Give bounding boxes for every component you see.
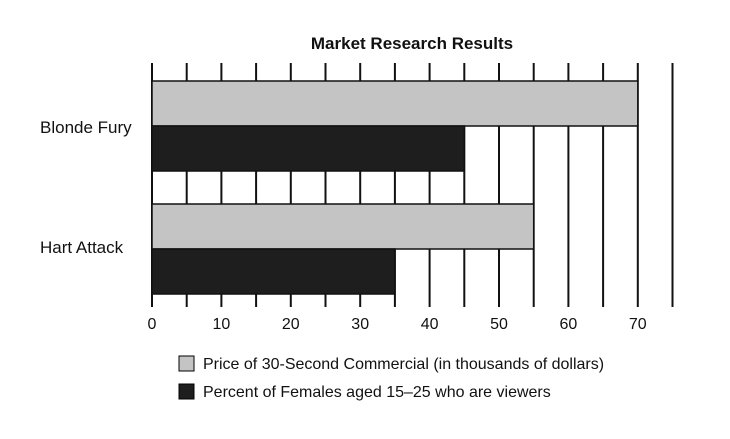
x-tick-label-30: 30 bbox=[351, 316, 369, 333]
category-label-blonde-fury: Blonde Fury bbox=[40, 118, 132, 137]
bar-hart-attack-series-2 bbox=[151, 248, 396, 295]
bar-hart-attack-series-1 bbox=[151, 203, 535, 250]
chart-title: Market Research Results bbox=[311, 34, 513, 53]
category-label-hart-attack: Hart Attack bbox=[40, 238, 124, 257]
legend-swatch-viewers bbox=[178, 383, 195, 400]
x-tick-label-50: 50 bbox=[490, 316, 508, 333]
x-tick-label-10: 10 bbox=[213, 316, 231, 333]
x-tick-label-0: 0 bbox=[148, 316, 157, 333]
x-tick-label-20: 20 bbox=[282, 316, 300, 333]
bars bbox=[151, 80, 639, 295]
x-tick-label-60: 60 bbox=[560, 316, 578, 333]
x-axis-tick-labels: 0 10 20 30 40 50 60 70 bbox=[148, 316, 647, 333]
bar-blonde-fury-series-1 bbox=[151, 80, 639, 127]
x-tick-label-40: 40 bbox=[421, 316, 439, 333]
category-labels: Blonde Fury Hart Attack bbox=[40, 118, 132, 257]
legend: Price of 30-Second Commercial (in thousa… bbox=[178, 355, 604, 401]
bar-blonde-fury-series-2 bbox=[151, 125, 466, 172]
legend-label-viewers: Percent of Females aged 15–25 who are vi… bbox=[203, 384, 551, 401]
legend-label-price: Price of 30-Second Commercial (in thousa… bbox=[203, 356, 604, 373]
x-tick-label-70: 70 bbox=[629, 316, 647, 333]
legend-swatch-price bbox=[178, 355, 195, 372]
